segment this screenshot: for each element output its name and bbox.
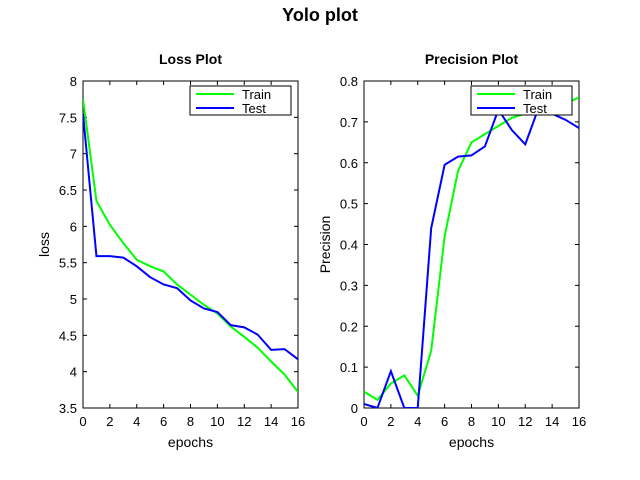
loss-plot-y-tick-label: 7.5 bbox=[59, 110, 77, 125]
loss-plot-y-tick-label: 7 bbox=[70, 147, 77, 162]
precision-plot-y-tick-label: 0.8 bbox=[340, 74, 358, 89]
precision-plot-y-axis-label: Precision bbox=[317, 216, 333, 274]
precision-plot-y-tick-label: 0.4 bbox=[340, 238, 358, 253]
loss-plot-x-tick-label: 12 bbox=[237, 414, 251, 429]
loss-plot-x-tick-label: 4 bbox=[133, 414, 140, 429]
precision-plot-x-tick-label: 16 bbox=[572, 414, 586, 429]
loss-plot-y-tick-label: 4 bbox=[70, 365, 77, 380]
loss-plot-y-tick-label: 8 bbox=[70, 74, 77, 89]
precision-plot-x-tick-label: 8 bbox=[468, 414, 475, 429]
precision-plot-y-tick-label: 0.3 bbox=[340, 278, 358, 293]
loss-plot-x-tick-label: 16 bbox=[291, 414, 305, 429]
precision-plot-x-tick-label: 10 bbox=[491, 414, 505, 429]
loss-plot-series-test-line bbox=[83, 113, 298, 361]
loss-plot-y-tick-label: 6.5 bbox=[59, 183, 77, 198]
loss-plot-y-tick-label: 3.5 bbox=[59, 401, 77, 416]
loss-plot-x-tick-label: 2 bbox=[106, 414, 113, 429]
loss-plot-legend-label-train: Train bbox=[242, 87, 271, 102]
precision-plot-axes-box bbox=[363, 80, 580, 409]
loss-plot-y-axis-label: loss bbox=[36, 232, 52, 257]
loss-plot-x-tick-label: 14 bbox=[264, 414, 278, 429]
figure-title: Yolo plot bbox=[282, 5, 358, 25]
precision-plot-title: Precision Plot bbox=[425, 51, 519, 67]
loss-plot-x-tick-label: 6 bbox=[160, 414, 167, 429]
precision-plot-legend-box bbox=[470, 85, 573, 116]
loss-plot-title: Loss Plot bbox=[159, 51, 222, 67]
precision-plot-y-tick-label: 0.6 bbox=[340, 156, 358, 171]
precision-plot-legend-label-test: Test bbox=[523, 101, 547, 116]
plots-container: Loss Plot 0 2 4 6 8 10 12 14 16 3.5 4 4.5 5 5.5 6 6.5 7 7.… bbox=[36, 51, 586, 450]
loss-plot-axes-box bbox=[82, 80, 299, 409]
loss-plot-x-tick-label: 8 bbox=[187, 414, 194, 429]
loss-plot-series-train-line bbox=[83, 99, 298, 393]
precision-plot-x-tick-label: 2 bbox=[387, 414, 394, 429]
precision-plot-y-tick-label: 0.1 bbox=[340, 360, 358, 375]
loss-plot: Loss Plot 0 2 4 6 8 10 12 14 16 3.5 4 4.5 5 5.5 6 6.5 7 7.… bbox=[36, 51, 305, 450]
precision-plot-x-axis-label: epochs bbox=[449, 434, 494, 450]
precision-plot-x-tick-label: 12 bbox=[518, 414, 532, 429]
precision-plot-y-tick-label: 0.7 bbox=[340, 115, 358, 130]
loss-plot-x-tick-label: 10 bbox=[210, 414, 224, 429]
loss-plot-y-tick-label: 5.5 bbox=[59, 256, 77, 271]
precision-plot-x-tick-label: 4 bbox=[414, 414, 421, 429]
precision-plot: Precision Plot 0 2 4 6 8 10 12 14 16 0 0.1 0.2 0.3 0.4… bbox=[317, 51, 586, 450]
loss-plot-y-tick-label: 5 bbox=[70, 292, 77, 307]
precision-plot-y-tick-label: 0.2 bbox=[340, 319, 358, 334]
loss-plot-y-tick-label: 6 bbox=[70, 219, 77, 234]
loss-plot-x-axis-label: epochs bbox=[168, 434, 213, 450]
precision-plot-x-tick-label: 0 bbox=[360, 414, 367, 429]
precision-plot-x-tick-label: 6 bbox=[441, 414, 448, 429]
precision-plot-y-tick-label: 0.5 bbox=[340, 197, 358, 212]
loss-plot-x-tick-label: 0 bbox=[79, 414, 86, 429]
loss-plot-legend-label-test: Test bbox=[242, 101, 266, 116]
loss-plot-legend-box bbox=[189, 85, 292, 116]
precision-plot-y-tick-label: 0 bbox=[351, 401, 358, 416]
loss-plot-y-tick-label: 4.5 bbox=[59, 328, 77, 343]
precision-plot-legend-label-train: Train bbox=[523, 87, 552, 102]
precision-plot-x-tick-label: 14 bbox=[545, 414, 559, 429]
